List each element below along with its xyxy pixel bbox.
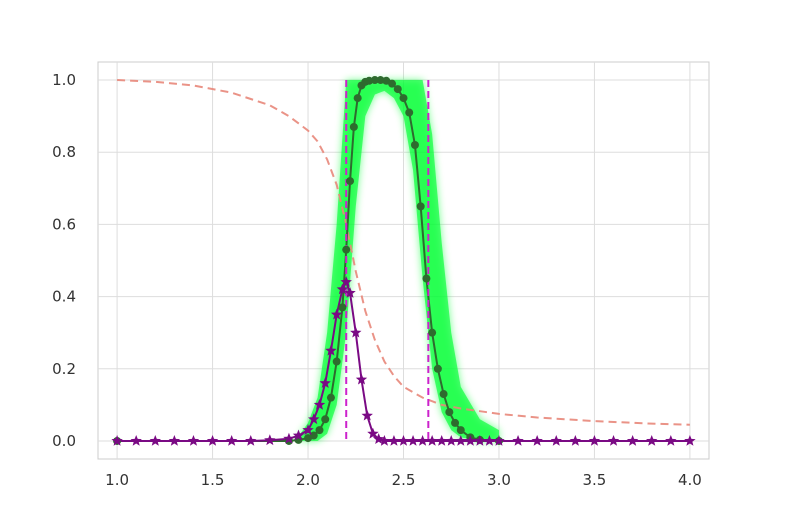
- point-purple-star-41: [569, 434, 582, 446]
- x-tick-label: 1.0: [105, 471, 129, 489]
- point-green-21: [393, 85, 402, 94]
- point-purple-star-1: [130, 434, 142, 446]
- point-purple-star-19: [344, 286, 356, 298]
- point-purple-star-14: [319, 377, 331, 389]
- point-purple-star-0: [111, 434, 123, 446]
- point-purple-star-46: [665, 434, 677, 446]
- point-purple-star-18: [340, 276, 352, 288]
- point-purple-star-37: [493, 434, 505, 446]
- series-dashed-line: [117, 79, 690, 426]
- point-purple-star-29: [416, 434, 429, 446]
- vertical-lines: [345, 80, 430, 441]
- point-purple-star-35: [474, 434, 486, 446]
- point-purple-star-20: [350, 326, 362, 338]
- point-purple-star-25: [378, 434, 391, 446]
- point-green-22: [399, 94, 408, 103]
- point-purple-star-3: [168, 434, 181, 446]
- point-purple-star-4: [187, 434, 200, 446]
- point-purple-star-9: [283, 432, 295, 444]
- point-green-13: [353, 94, 362, 103]
- point-green-20: [388, 79, 397, 88]
- point-purple-star-31: [435, 434, 448, 446]
- y-tick-label: 0.0: [52, 432, 76, 450]
- point-purple-star-24: [372, 433, 385, 444]
- x-tick-label: 4.0: [678, 471, 702, 489]
- point-purple-star-33: [455, 434, 467, 446]
- point-purple-star-26: [388, 434, 400, 446]
- y-tick-label: 1.0: [52, 71, 76, 89]
- point-purple-star-39: [531, 434, 543, 446]
- point-purple-star-17: [336, 283, 349, 295]
- point-purple-star-12: [308, 413, 320, 425]
- point-purple-star-27: [397, 434, 410, 446]
- point-purple-star-16: [330, 308, 343, 320]
- x-axis-ticks: 1.0 1.5 2.0 2.5 3.0 3.5 4.0: [105, 471, 702, 489]
- point-purple-star-44: [626, 434, 639, 446]
- point-purple-star-8: [264, 434, 276, 446]
- point-purple-star-32: [445, 434, 457, 446]
- point-green-31: [451, 418, 460, 427]
- point-purple-star-34: [464, 434, 477, 446]
- point-green-23: [405, 108, 414, 117]
- point-purple-star-7: [245, 434, 257, 446]
- y-tick-label: 0.4: [52, 288, 76, 306]
- point-purple-star-30: [426, 434, 438, 446]
- point-green-27: [428, 328, 437, 337]
- x-tick-label: 2.5: [392, 471, 416, 489]
- point-purple-star-42: [588, 434, 601, 446]
- point-purple-star-28: [407, 434, 419, 446]
- grid: [98, 62, 709, 459]
- point-purple-star-11: [302, 424, 314, 435]
- point-purple-star-36: [483, 434, 496, 446]
- x-tick-label: 1.5: [201, 471, 225, 489]
- point-green-9: [338, 303, 347, 312]
- point-green-10: [342, 245, 351, 254]
- point-purple-star-47: [684, 434, 696, 446]
- point-purple-star-2: [149, 434, 161, 446]
- y-tick-label: 0.2: [52, 360, 76, 378]
- point-purple-star-21: [355, 373, 368, 385]
- point-green-12: [349, 122, 358, 131]
- point-green-8: [332, 357, 341, 366]
- point-green-5: [315, 426, 324, 435]
- point-purple-star-40: [550, 434, 562, 446]
- point-green-30: [445, 408, 454, 417]
- point-green-26: [422, 274, 431, 283]
- point-purple-star-6: [225, 434, 238, 446]
- point-purple-star-45: [646, 434, 658, 446]
- point-green-17: [370, 76, 379, 85]
- point-purple-star-22: [361, 409, 373, 421]
- markers: [111, 76, 696, 446]
- point-green-4: [309, 431, 318, 440]
- point-green-6: [321, 415, 330, 424]
- point-purple-star-15: [325, 344, 337, 356]
- point-purple-star-5: [206, 434, 219, 446]
- point-green-25: [416, 202, 425, 211]
- x-tick-label: 2.0: [296, 471, 320, 489]
- point-purple-star-13: [313, 398, 326, 410]
- x-tick-label: 3.0: [487, 471, 511, 489]
- point-purple-star-23: [367, 427, 379, 439]
- point-green-7: [326, 393, 335, 402]
- point-green-28: [433, 364, 442, 373]
- point-green-29: [439, 390, 448, 399]
- point-green-32: [456, 426, 465, 435]
- y-tick-label: 0.6: [52, 215, 76, 233]
- y-tick-label: 0.8: [52, 143, 76, 161]
- point-green-11: [346, 177, 355, 186]
- y-axis-ticks: 0.0 0.2 0.4 0.6 0.8 1.0: [52, 71, 76, 450]
- point-purple-star-10: [292, 429, 305, 441]
- point-purple-star-43: [607, 434, 620, 446]
- point-green-24: [410, 141, 419, 150]
- point-purple-star-38: [512, 434, 524, 446]
- x-tick-label: 3.5: [583, 471, 607, 489]
